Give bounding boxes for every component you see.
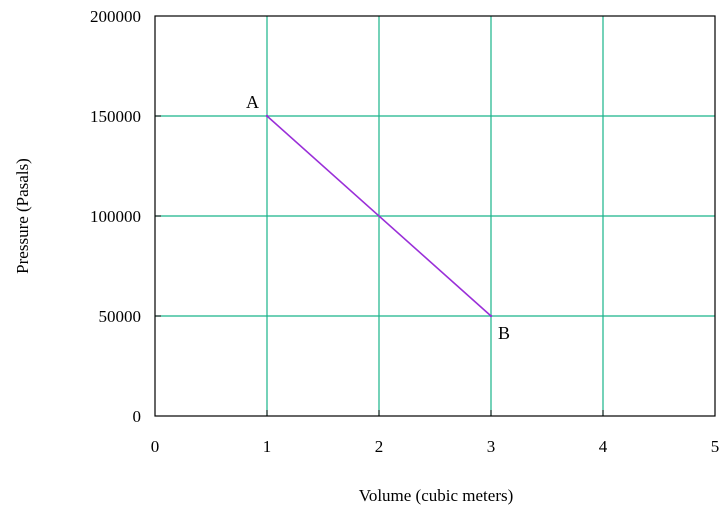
data-point	[265, 114, 269, 118]
y-tick-label: 50000	[99, 307, 142, 326]
point-label-b: B	[498, 323, 510, 343]
y-tick-label: 200000	[90, 7, 141, 26]
annotations: AB	[246, 92, 510, 343]
tick-labels: 0 1 2 3 4 5 0 50000 100000 150000 200000	[90, 7, 719, 456]
series-line	[266, 115, 492, 317]
ticks	[154, 15, 716, 417]
point-label-a: A	[246, 92, 259, 112]
x-axis-title: Volume (cubic meters)	[359, 486, 514, 505]
series	[265, 114, 493, 318]
data-point	[489, 314, 493, 318]
x-tick-label: 3	[487, 437, 496, 456]
y-tick-label: 0	[133, 407, 142, 426]
x-tick-label: 0	[151, 437, 160, 456]
x-tick-label: 5	[711, 437, 719, 456]
y-axis-title: Pressure (Pasals)	[13, 158, 32, 274]
y-tick-label: 150000	[90, 107, 141, 126]
x-tick-label: 1	[263, 437, 272, 456]
x-tick-label: 2	[375, 437, 384, 456]
y-tick-label: 100000	[90, 207, 141, 226]
grid	[155, 16, 715, 416]
x-tick-label: 4	[599, 437, 608, 456]
